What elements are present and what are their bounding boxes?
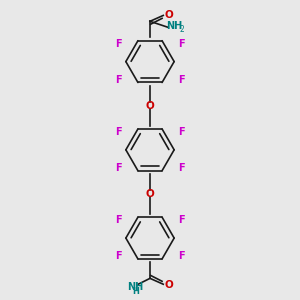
Text: F: F bbox=[178, 74, 184, 85]
Text: F: F bbox=[178, 251, 184, 261]
Text: F: F bbox=[178, 39, 184, 49]
Text: F: F bbox=[178, 127, 184, 137]
Text: O: O bbox=[164, 280, 173, 290]
Text: F: F bbox=[116, 251, 122, 261]
Text: F: F bbox=[178, 215, 184, 225]
Text: F: F bbox=[116, 39, 122, 49]
Text: O: O bbox=[146, 101, 154, 111]
Text: F: F bbox=[178, 163, 184, 173]
Text: O: O bbox=[146, 189, 154, 199]
Text: NH: NH bbox=[166, 21, 182, 31]
Text: NH: NH bbox=[127, 282, 143, 292]
Text: F: F bbox=[116, 163, 122, 173]
Text: O: O bbox=[164, 10, 173, 20]
Text: F: F bbox=[116, 127, 122, 137]
Text: F: F bbox=[116, 74, 122, 85]
Text: H: H bbox=[132, 287, 139, 296]
Text: 2: 2 bbox=[179, 25, 184, 34]
Text: F: F bbox=[116, 215, 122, 225]
